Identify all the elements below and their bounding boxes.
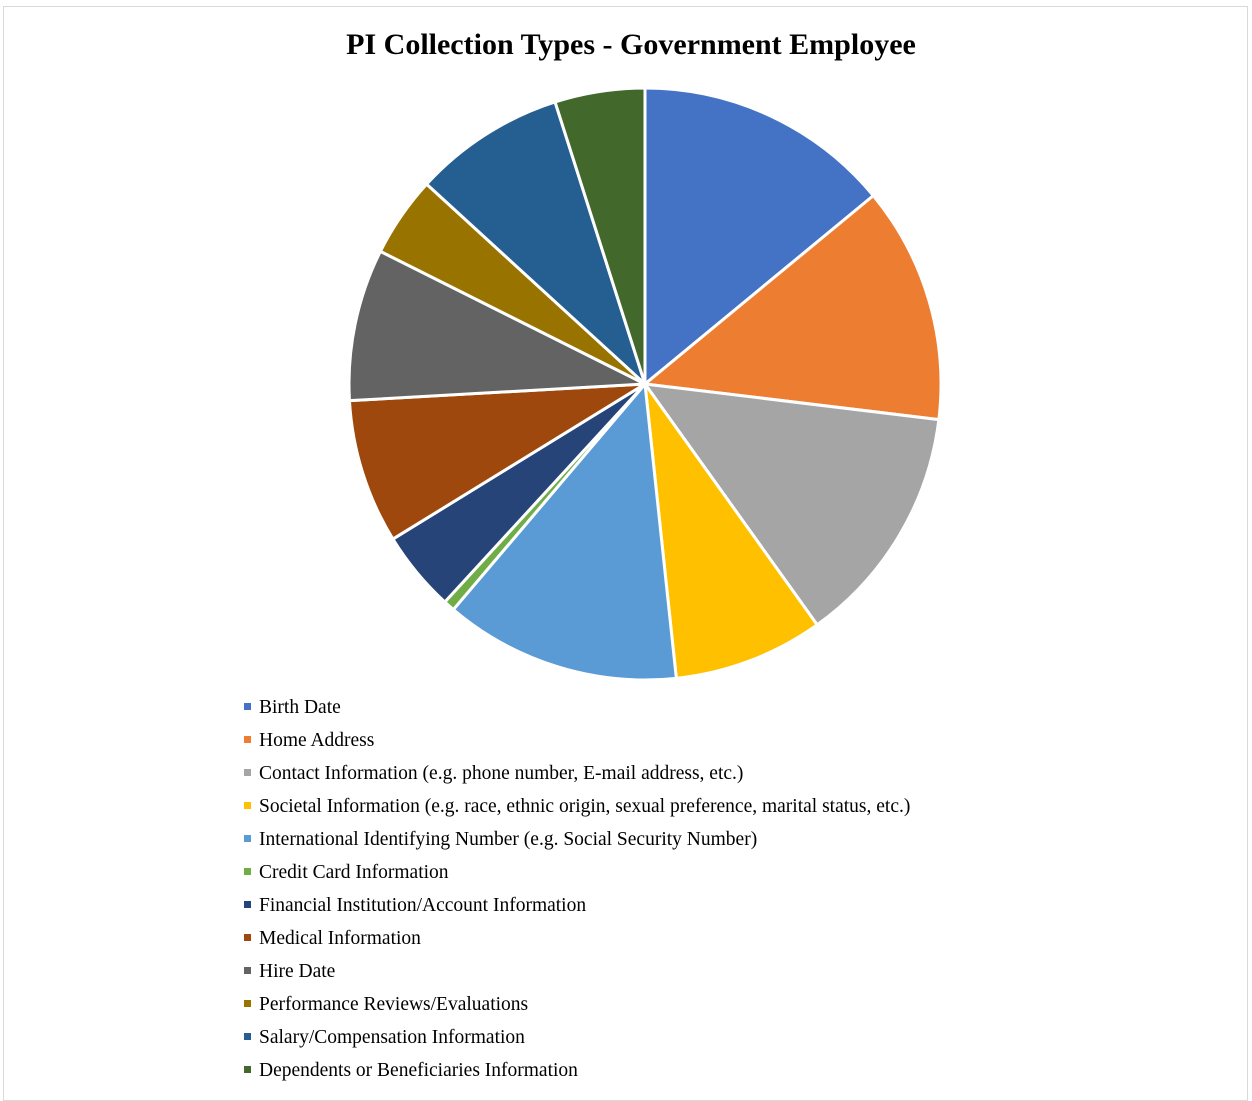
pie-slice-12	[553, 86, 647, 386]
legend-label: Financial Institution/Account Informatio…	[259, 895, 587, 916]
legend-label: Dependents or Beneficiaries Information	[259, 1060, 578, 1081]
pie-slice-2	[643, 194, 943, 422]
legend-label: Hire Date	[259, 961, 336, 982]
legend-item: Birth Date	[244, 694, 910, 727]
legend-label: International Identifying Number (e.g. S…	[259, 829, 758, 850]
legend-item: Societal Information (e.g. race, ethnic …	[244, 793, 910, 826]
pie-slice-8	[347, 382, 647, 541]
pie-slice-3	[643, 382, 941, 627]
legend-item: Dependents or Beneficiaries Information	[244, 1057, 910, 1090]
legend-item: Financial Institution/Account Informatio…	[244, 892, 910, 925]
legend-item: Credit Card Information	[244, 859, 910, 892]
legend-swatch	[244, 1033, 251, 1041]
pie-slice-5	[451, 382, 678, 682]
legend-swatch	[244, 868, 251, 876]
legend-item: Home Address	[244, 727, 910, 760]
legend-label: Societal Information (e.g. race, ethnic …	[259, 796, 911, 817]
legend-swatch	[244, 769, 251, 777]
legend-item: Contact Information (e.g. phone number, …	[244, 760, 910, 793]
legend-item: Hire Date	[244, 958, 910, 991]
legend-swatch	[244, 1000, 251, 1008]
legend-label: Medical Information	[259, 928, 421, 949]
legend-item: Medical Information	[244, 925, 910, 958]
legend: Birth Date Home Address Contact Informatio…	[244, 694, 910, 1090]
legend-swatch	[244, 934, 251, 942]
pie-slice-4	[643, 382, 819, 680]
legend-item: Performance Reviews/Evaluations	[244, 991, 910, 1024]
legend-swatch	[244, 736, 251, 744]
pie-slice-1	[643, 86, 875, 386]
legend-label: Contact Information (e.g. phone number, …	[259, 763, 744, 784]
legend-swatch	[244, 835, 251, 843]
legend-swatch	[244, 1066, 251, 1074]
legend-item: International Identifying Number (e.g. S…	[244, 826, 910, 859]
legend-label: Home Address	[259, 730, 375, 751]
legend-swatch	[244, 967, 251, 975]
pie-slices	[347, 86, 943, 682]
legend-label: Birth Date	[259, 697, 341, 718]
legend-item: Salary/Compensation Information	[244, 1024, 910, 1057]
legend-label: Salary/Compensation Information	[259, 1027, 525, 1048]
legend-label: Performance Reviews/Evaluations	[259, 994, 529, 1015]
chart-title: PI Collection Types - Government Employe…	[346, 28, 916, 61]
pie-slice-11	[425, 100, 647, 386]
legend-swatch	[244, 901, 251, 909]
pie-slice-9	[347, 249, 647, 403]
legend-label: Credit Card Information	[259, 862, 449, 883]
legend-swatch	[244, 703, 251, 711]
legend-swatch	[244, 802, 251, 810]
